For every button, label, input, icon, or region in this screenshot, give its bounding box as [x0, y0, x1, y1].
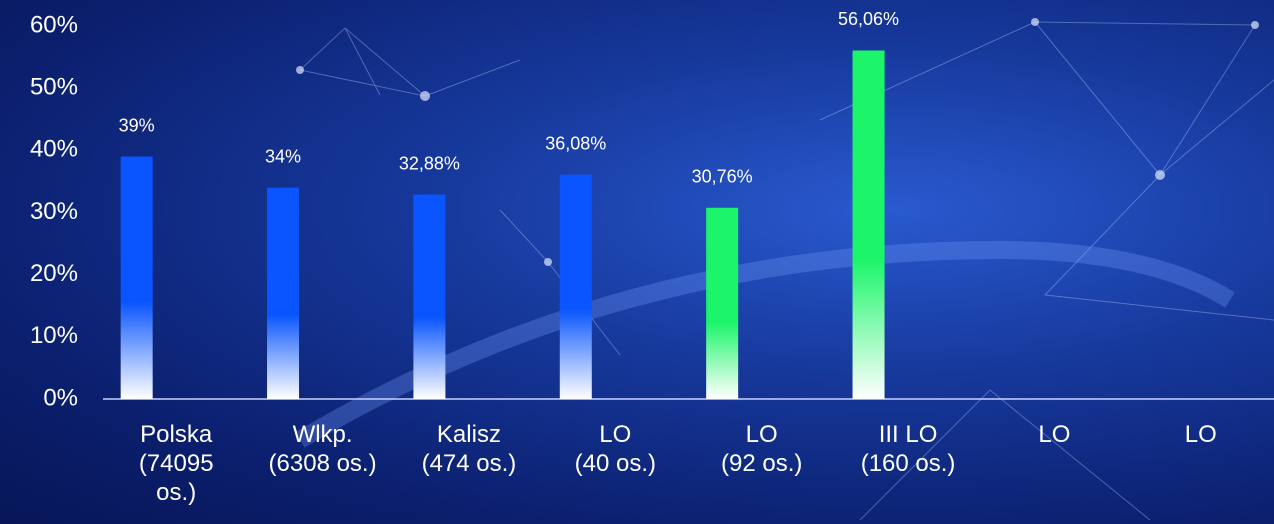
x-tick-label: Polska (74095 os.): [138, 421, 214, 506]
bar: [706, 207, 739, 399]
bar: [559, 174, 592, 399]
data-label: 34%: [265, 146, 301, 166]
y-tick-label: 20%: [30, 260, 78, 287]
y-tick-label: 50%: [30, 74, 78, 101]
y-tick-label: 10%: [30, 322, 78, 349]
y-tick-label: 0%: [43, 384, 78, 411]
x-tick-label: Wlkp. (6308 os.): [268, 421, 377, 477]
background-nodes: [296, 18, 1259, 266]
y-tick-label: 40%: [30, 136, 78, 163]
y-tick-label: 60%: [30, 11, 78, 38]
x-tick-label: LO: [1038, 421, 1071, 448]
data-label: 30,76%: [692, 167, 753, 187]
data-label: 39%: [119, 115, 155, 135]
x-tick-label: LO: [1184, 421, 1217, 448]
data-label: 56,06%: [838, 9, 899, 29]
data-label: 32,88%: [399, 153, 460, 173]
bar: [267, 187, 300, 399]
x-tick-label: Kalisz (474 os.): [421, 421, 517, 477]
x-tick-label: III LO (160 os.): [860, 421, 956, 477]
data-label: 36,08%: [545, 133, 606, 153]
y-tick-label: 30%: [30, 198, 78, 225]
x-tick-label: LO (40 os.): [574, 421, 656, 477]
bar: [120, 156, 153, 399]
bar: [852, 50, 885, 400]
bar: [413, 194, 446, 399]
x-tick-label: LO (92 os.): [721, 421, 803, 477]
